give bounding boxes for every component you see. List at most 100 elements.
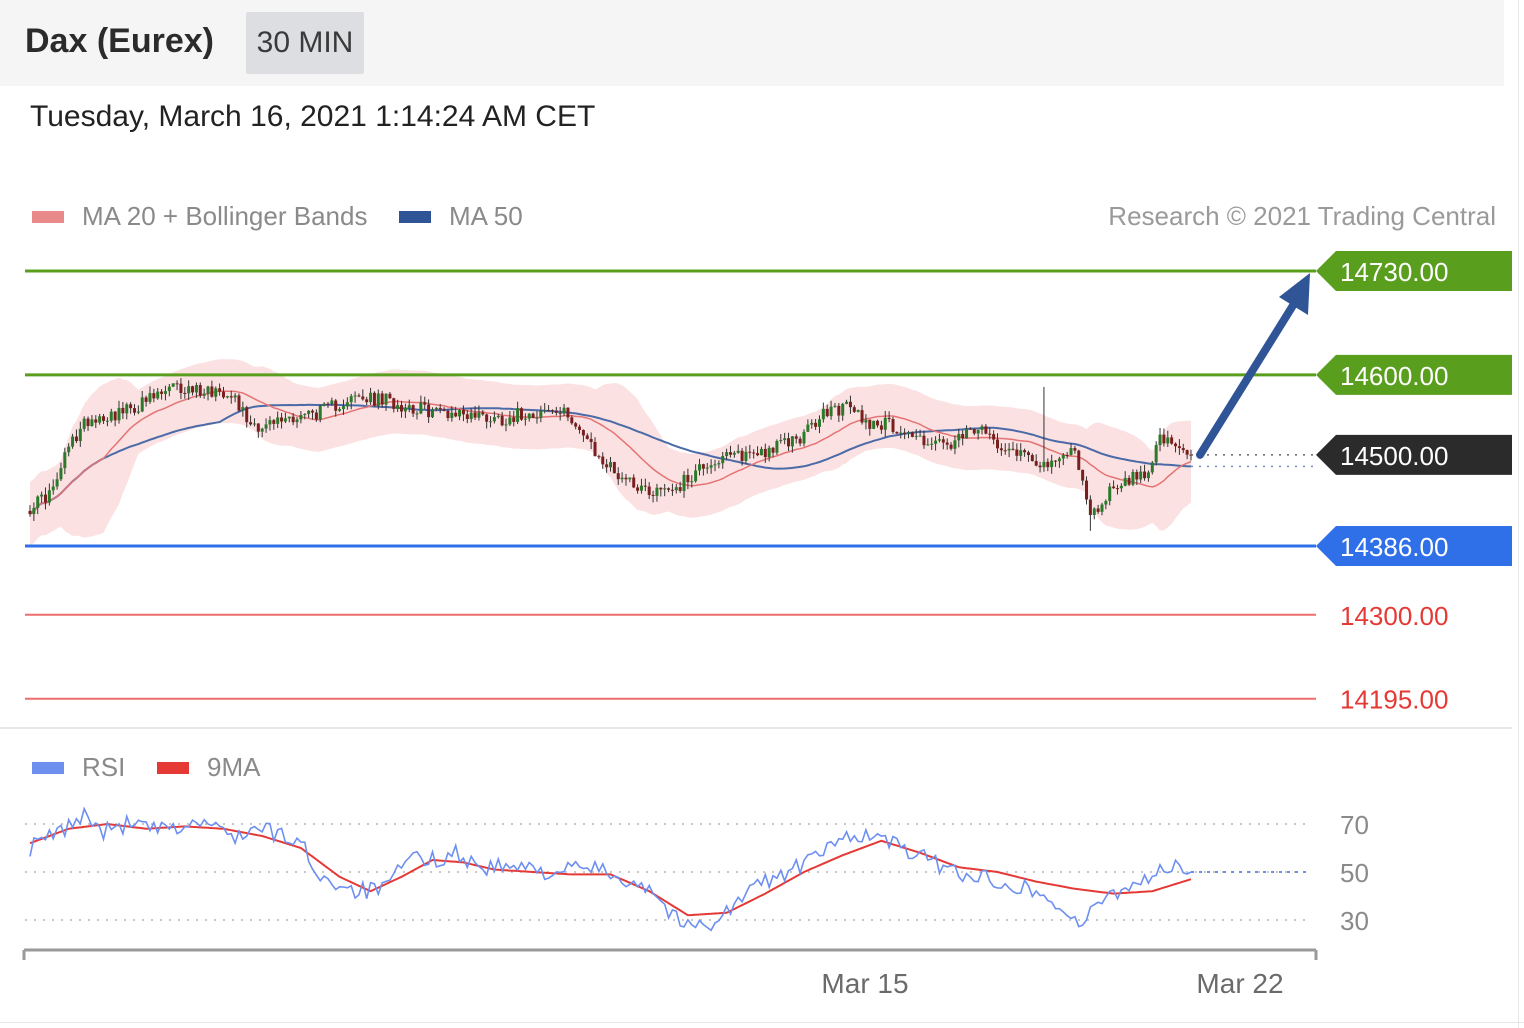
candle-body [427, 404, 431, 418]
candle-body [380, 393, 384, 405]
candle-body [670, 489, 674, 491]
candle-body [821, 408, 825, 420]
candle-body [117, 407, 121, 421]
candle-body [709, 465, 713, 468]
candle-body [984, 426, 988, 434]
candle-body [914, 435, 918, 437]
candle-body [415, 413, 419, 415]
candle-body [469, 412, 473, 419]
candles [28, 378, 1193, 531]
panel-border [0, 1022, 1524, 1023]
candle-body [105, 420, 109, 422]
price-tag [1316, 251, 1512, 291]
candle-body [852, 407, 856, 412]
candle-body [992, 434, 996, 440]
candle-body [686, 474, 690, 483]
candle-body [295, 419, 299, 423]
candle-body [980, 426, 984, 430]
candle-body [102, 416, 106, 421]
candle-body [438, 407, 442, 410]
candle-body [965, 428, 969, 439]
candle-body [570, 417, 574, 424]
rsi-line [29, 806, 1192, 932]
candle-body [887, 417, 891, 420]
candle-body [601, 456, 605, 465]
candle-body [148, 393, 152, 402]
candle-body [845, 401, 849, 404]
candle-body [988, 433, 992, 435]
candle-body [450, 412, 454, 418]
candle-body [1131, 471, 1135, 485]
candle-body [810, 422, 814, 425]
candle-body [163, 391, 167, 394]
candle-body [1139, 471, 1143, 480]
candle-body [523, 418, 527, 420]
candle-body [891, 419, 895, 432]
candle-body [179, 383, 183, 393]
candle-body [740, 450, 744, 461]
candle-body [748, 451, 752, 453]
candle-body [175, 383, 179, 385]
candle-body [500, 415, 504, 426]
price-tag-label: 14730.00 [1340, 257, 1448, 287]
candle-body [477, 412, 481, 418]
candle-body [860, 410, 864, 423]
price-tag [1316, 526, 1512, 566]
candle-body [465, 414, 469, 419]
candle-body [78, 428, 82, 442]
candle-body [790, 436, 794, 447]
rsi-ma-line [29, 822, 1192, 917]
candle-body [1150, 462, 1154, 473]
candle-body [612, 462, 616, 474]
candle-body [214, 388, 218, 397]
candle-body [1011, 448, 1015, 450]
legend-swatch [399, 210, 431, 223]
candle-body [129, 404, 133, 409]
candle-body [349, 396, 353, 403]
candle-body [384, 393, 388, 405]
candle-body [264, 424, 268, 429]
candle-body [1003, 450, 1007, 452]
candle-body [872, 420, 876, 429]
candle-body [547, 409, 551, 411]
rsi-tick-label: 50 [1340, 858, 1369, 888]
candle-body [694, 470, 698, 482]
candle-body [783, 438, 787, 441]
candle-body [287, 416, 291, 419]
candle-body [895, 431, 899, 434]
candle-body [400, 405, 404, 412]
interval-button[interactable]: 30 MIN [246, 12, 364, 74]
candle-body [1077, 450, 1081, 470]
candle-body [461, 409, 465, 415]
candle-body [311, 410, 315, 413]
candle-body [535, 417, 539, 419]
candle-body [651, 494, 655, 496]
candle-body [728, 452, 732, 455]
candle-body [361, 396, 365, 400]
candle-body [732, 452, 736, 455]
candle-body [1162, 434, 1166, 444]
candle-body [798, 438, 802, 444]
candle-body [1085, 480, 1089, 500]
candle-body [531, 413, 535, 419]
candle-body [1092, 508, 1096, 515]
candle-body [198, 385, 202, 396]
candle-body [910, 432, 914, 437]
candle-body [430, 409, 434, 418]
forecast-arrow [1196, 295, 1301, 459]
candle-body [918, 435, 922, 437]
candle-body [330, 400, 334, 404]
panel-border [1518, 0, 1519, 1028]
candle-body [365, 399, 369, 403]
candle-body [28, 510, 32, 515]
candle-body [578, 426, 582, 430]
candle-body [775, 441, 779, 453]
candle-body [527, 413, 531, 419]
candle-body [167, 386, 171, 392]
candle-body [1050, 460, 1054, 468]
candle-body [136, 411, 140, 413]
candle-body [353, 395, 357, 397]
candle-body [249, 422, 253, 425]
chart-header: Dax (Eurex) 30 MIN [0, 0, 1504, 86]
candle-body [1054, 460, 1058, 462]
